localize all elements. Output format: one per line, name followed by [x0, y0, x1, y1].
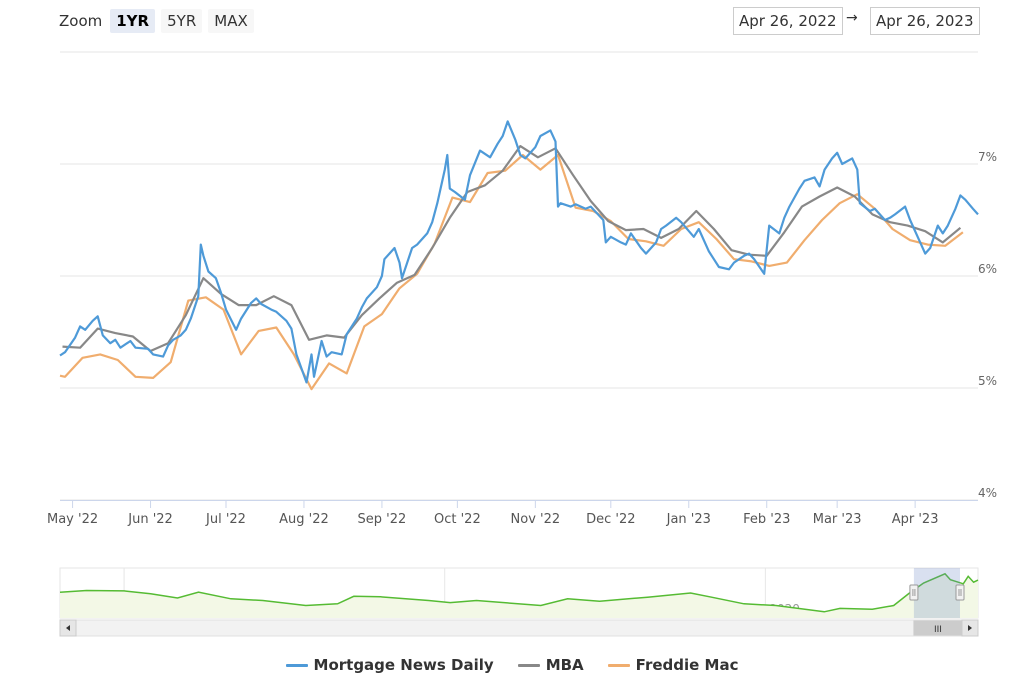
- legend-swatch: [517, 663, 540, 667]
- x-tick-label: Dec '22: [586, 512, 635, 527]
- navigator-handle-right: [955, 584, 965, 601]
- legend-item-freddie-mac[interactable]: Freddie Mac: [607, 656, 739, 674]
- series-line-mba: [62, 145, 962, 353]
- navigator-line: [59, 572, 979, 613]
- legend-swatch: [607, 663, 630, 667]
- range-from-input[interactable]: Apr 26, 2022: [733, 7, 843, 35]
- x-tick-label: Jun '22: [127, 512, 173, 527]
- zoom-1yr-button[interactable]: 1YR: [110, 9, 156, 33]
- x-tick-label: Mar '23: [813, 512, 862, 527]
- chevron-left-icon: [66, 625, 70, 631]
- x-tick-label: Sep '22: [358, 512, 407, 527]
- x-tick-label: Oct '22: [434, 512, 481, 527]
- legend-label: Mortgage News Daily: [313, 656, 494, 674]
- chevron-right-icon: [968, 625, 972, 631]
- navigator-scrollbar-track: [59, 619, 979, 637]
- x-axis: May '22 Jun '22 Jul '22 Aug '22 Sep '22 Oct '…: [47, 500, 978, 527]
- navigator[interactable]: 201020152020III: [59, 567, 979, 637]
- x-tick-label: Nov '22: [511, 512, 561, 527]
- series-line-freddie-mac: [59, 153, 964, 391]
- navigator-selection: [913, 568, 960, 618]
- navigator-area: [60, 573, 978, 618]
- scroll-thumb: [913, 620, 963, 636]
- zoom-bar: Zoom 1YR 5YR MAX: [59, 8, 260, 34]
- x-tick-label: Aug '22: [279, 512, 329, 527]
- legend-label: Freddie Mac: [635, 656, 739, 674]
- legend-item-mba[interactable]: MBA: [517, 656, 584, 674]
- y-tick-label: 7%: [978, 150, 997, 164]
- navigator-handle-left: [909, 584, 919, 601]
- scroll-thumb-grip: III: [934, 625, 942, 635]
- series-line-mortgage-news-daily: [59, 120, 979, 384]
- legend-label: MBA: [545, 656, 584, 674]
- y-tick-label: 4%: [978, 486, 997, 500]
- x-tick-label: Apr '23: [892, 512, 939, 527]
- legend-item-mortgage-news-daily[interactable]: Mortgage News Daily: [285, 656, 494, 674]
- x-tick-label: Jul '22: [205, 512, 246, 527]
- grid-lines: [60, 51, 978, 501]
- range-arrow: →: [846, 10, 858, 26]
- range-to-input[interactable]: Apr 26, 2023: [870, 7, 980, 35]
- line-chart: 4% 5% 6% 7% May '22 Jun '22 Jul '22 Aug '22 Sep…: [47, 51, 997, 637]
- series-lines: [59, 120, 979, 391]
- x-tick-label: May '22: [47, 512, 98, 527]
- x-tick-label: Jan '23: [666, 512, 711, 527]
- zoom-label: Zoom: [59, 12, 103, 30]
- legend-swatch: [285, 663, 308, 667]
- zoom-max-button[interactable]: MAX: [208, 9, 254, 33]
- y-tick-label: 5%: [978, 374, 997, 388]
- y-axis-ticks: 4% 5% 6% 7%: [978, 150, 997, 500]
- y-tick-label: 6%: [978, 262, 997, 276]
- zoom-5yr-button[interactable]: 5YR: [161, 9, 203, 33]
- legend: Mortgage News Daily MBA Freddie Mac: [0, 656, 1024, 674]
- x-tick-label: Feb '23: [743, 512, 790, 527]
